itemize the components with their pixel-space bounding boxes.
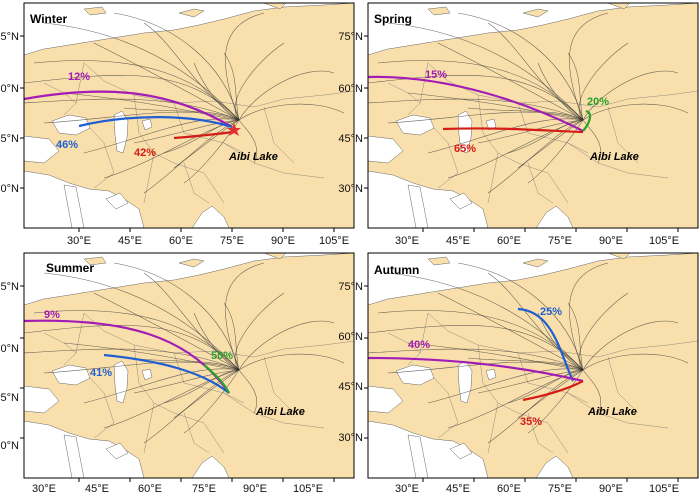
- cluster-line-red: [442, 127, 584, 134]
- lat-tick: 60°N: [0, 343, 19, 355]
- season-title: Summer: [46, 261, 94, 275]
- cluster-line-purple: [24, 90, 233, 128]
- lon-tick: 105°E: [649, 483, 679, 495]
- cluster-line-blue: [78, 115, 233, 129]
- lon-tick: 30°E: [32, 483, 56, 495]
- panel-winter: Winter Aibi Lake 12% 46% 42% 75°N 60°N 4…: [0, 2, 355, 247]
- lon-tick: 30°E: [395, 235, 419, 247]
- lat-tick: 30°N: [338, 183, 363, 195]
- lake-label: Aibi Lake: [255, 406, 305, 418]
- lon-tick: 75°E: [192, 483, 216, 495]
- panel-autumn: Autumn Aibi Lake 25% 40% 35% 75°N 60°N 4…: [338, 252, 699, 495]
- lon-tick: 90°E: [599, 483, 623, 495]
- cluster-line-purple: [368, 75, 584, 132]
- panel-summer: Summer Aibi Lake 9% 50% 41% 75°N 60°N 45…: [0, 252, 355, 495]
- cluster-line-red: [522, 380, 584, 402]
- lat-tick: 45°N: [0, 392, 19, 404]
- cluster-pct: 41%: [90, 367, 112, 379]
- cluster-line-blue: [517, 307, 574, 382]
- lat-tick: 75°N: [338, 31, 363, 43]
- lat-tick: 45°N: [0, 133, 19, 145]
- lat-tick: 60°N: [338, 331, 363, 343]
- lat-tick: 60°N: [338, 83, 363, 95]
- lon-tick: 90°E: [271, 235, 295, 247]
- cluster-line-green: [582, 109, 592, 132]
- cluster-pct: 50%: [211, 350, 233, 362]
- cluster-pct: 25%: [540, 306, 562, 318]
- cluster-pct: 42%: [134, 147, 156, 159]
- season-title: Winter: [30, 12, 68, 26]
- lon-tick: 90°E: [599, 235, 623, 247]
- cluster-pct: 15%: [425, 69, 447, 81]
- cluster-pct: 65%: [454, 143, 476, 155]
- lat-tick: 60°N: [0, 83, 19, 95]
- cluster-pct: 35%: [520, 416, 542, 428]
- lon-tick: 60°E: [497, 483, 521, 495]
- season-title: Autumn: [374, 263, 419, 277]
- cluster-line-green: [203, 364, 230, 394]
- lon-tick: 45°E: [118, 235, 142, 247]
- lon-tick: 45°E: [446, 235, 470, 247]
- lat-tick: 45°N: [338, 133, 363, 145]
- cluster-line-purple: [368, 356, 584, 383]
- cluster-pct: 20%: [587, 96, 609, 108]
- cluster-pct: 9%: [44, 309, 60, 321]
- cluster-pct: 46%: [56, 139, 78, 151]
- lake-label: Aibi Lake: [228, 151, 278, 163]
- lake-label: Aibi Lake: [587, 406, 637, 418]
- lat-tick: 75°N: [0, 281, 19, 293]
- lat-tick: 75°N: [338, 281, 363, 293]
- lat-tick: 30°N: [338, 432, 363, 444]
- cluster-pct: 12%: [68, 71, 90, 83]
- lon-tick: 60°E: [169, 235, 193, 247]
- lon-tick: 60°E: [497, 235, 521, 247]
- lon-tick: 105°E: [649, 235, 679, 247]
- lat-tick: 75°N: [0, 31, 19, 43]
- lon-tick: 90°E: [243, 483, 267, 495]
- lon-tick: 75°E: [548, 483, 572, 495]
- lat-tick: 45°N: [338, 381, 363, 393]
- lon-tick: 75°E: [548, 235, 572, 247]
- lon-tick: 75°E: [220, 235, 244, 247]
- cluster-pct: 40%: [408, 339, 430, 351]
- cluster-line-blue: [103, 353, 230, 394]
- lat-tick: 30°N: [0, 440, 19, 452]
- lake-label: Aibi Lake: [589, 151, 639, 163]
- lon-tick: 45°E: [446, 483, 470, 495]
- lon-tick: 45°E: [85, 483, 109, 495]
- lon-tick: 30°E: [67, 235, 91, 247]
- cluster-line-red: [173, 130, 233, 140]
- lon-tick: 105°E: [319, 235, 349, 247]
- lat-tick: 30°N: [0, 183, 19, 195]
- lon-tick: 105°E: [293, 483, 323, 495]
- aibi-lake-star-icon: [227, 123, 241, 136]
- panel-spring: Spring Aibi Lake 15% 20% 65% 75°N 60°N 4…: [338, 2, 699, 247]
- lon-tick: 60°E: [138, 483, 162, 495]
- lon-tick: 30°E: [395, 483, 419, 495]
- season-title: Spring: [374, 12, 412, 26]
